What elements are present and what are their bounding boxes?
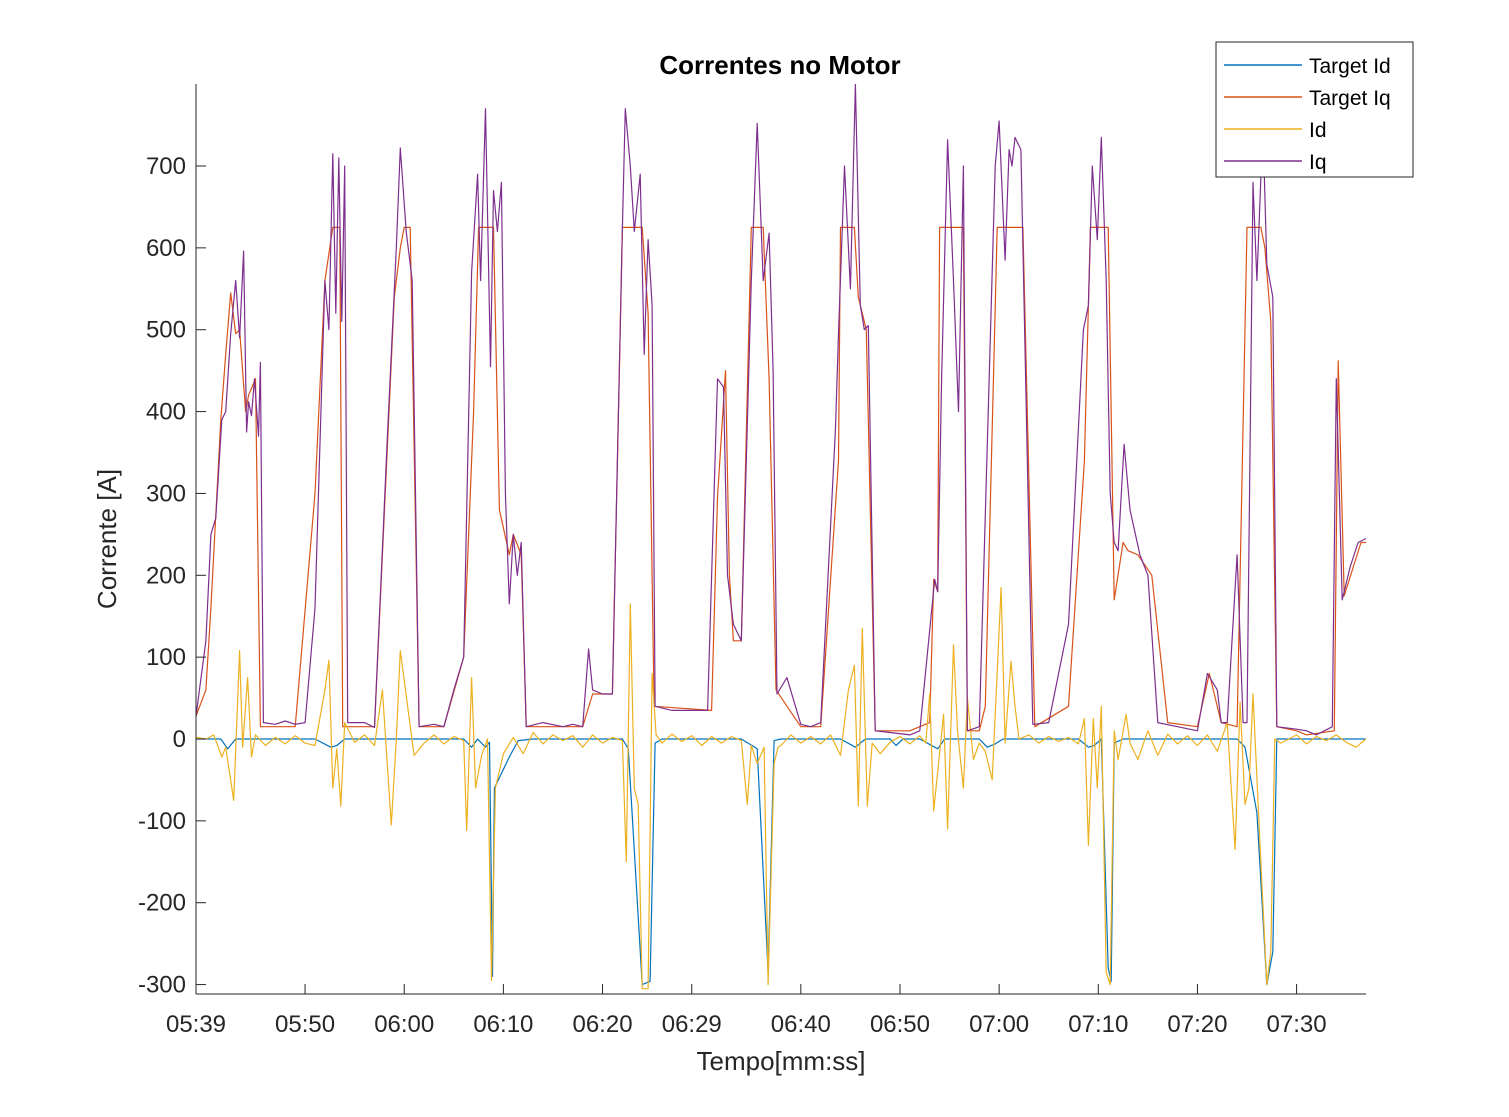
chart-title: Correntes no Motor <box>659 50 900 80</box>
x-tick-label: 07:10 <box>1068 1011 1128 1038</box>
y-tick-label: 600 <box>146 235 186 262</box>
y-tick-label: -100 <box>138 808 186 835</box>
series-line-iq <box>196 84 1366 736</box>
y-tick-label: 700 <box>146 153 186 180</box>
x-tick-label: 06:29 <box>662 1011 722 1038</box>
x-tick-label: 07:20 <box>1167 1011 1227 1038</box>
series-line-id <box>196 587 1366 990</box>
legend-label: Target Iq <box>1309 87 1391 110</box>
y-tick-label: -300 <box>138 972 186 999</box>
y-tick-label: 400 <box>146 399 186 426</box>
x-tick-label: 07:00 <box>969 1011 1029 1038</box>
legend-items: Target Id Target Iq Id Iq <box>1224 55 1391 174</box>
y-tick-label: 100 <box>146 644 186 671</box>
x-tick-label: 05:50 <box>275 1011 335 1038</box>
plot-area <box>196 84 1366 990</box>
y-tick-label: -200 <box>138 890 186 917</box>
y-axis-label: Corrente [A] <box>92 469 122 609</box>
x-tick-label: 05:39 <box>166 1011 226 1038</box>
series-line-target-iq <box>196 226 1366 736</box>
x-tick-label: 06:10 <box>473 1011 533 1038</box>
y-tick-label: 500 <box>146 317 186 344</box>
legend-box <box>1215 41 1414 178</box>
x-tick-label: 06:20 <box>572 1011 632 1038</box>
y-tick-label: 0 <box>173 726 186 753</box>
x-axis-ticks: 05:39 05:50 06:00 06:10 06:20 06:29 06:40 06:50… <box>166 984 1327 1038</box>
x-axis-label: Tempo[mm:ss] <box>696 1046 865 1076</box>
x-tick-label: 06:50 <box>870 1011 930 1038</box>
legend-label: Iq <box>1309 151 1327 174</box>
legend: Target Id Target Iq Id Iq <box>1215 41 1414 178</box>
x-tick-label: 06:40 <box>771 1011 831 1038</box>
x-tick-label: 06:00 <box>374 1011 434 1038</box>
y-axis-ticks: -300 -200 -100 0 100 200 300 400 500 600 700 <box>138 153 206 999</box>
y-tick-label: 200 <box>146 562 186 589</box>
x-tick-label: 07:30 <box>1267 1011 1327 1038</box>
legend-label: Target Id <box>1309 55 1391 78</box>
legend-label: Id <box>1309 119 1327 142</box>
y-tick-label: 300 <box>146 480 186 507</box>
